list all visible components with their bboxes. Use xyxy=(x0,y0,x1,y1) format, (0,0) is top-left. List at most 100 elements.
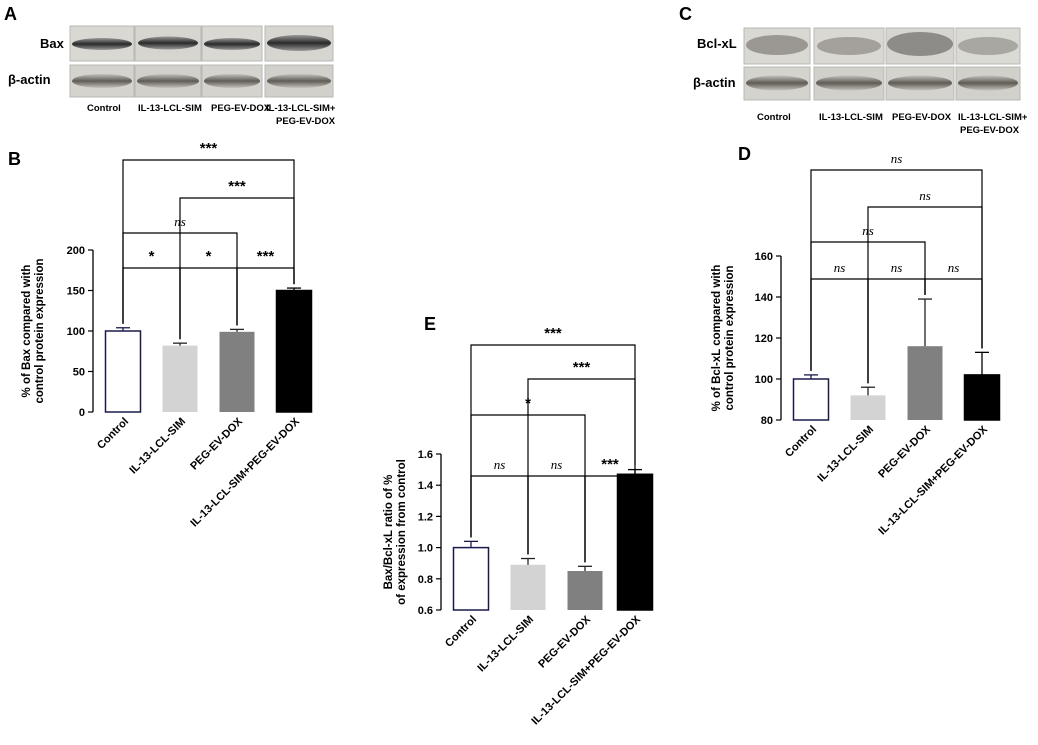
chart-d-bar xyxy=(792,378,830,421)
blot-a-bax-band-2 xyxy=(138,36,198,50)
chart-d-significance-label: ns xyxy=(948,260,960,275)
chart-b-significance-label: * xyxy=(206,248,212,265)
chart-b-y-tick-label: 50 xyxy=(73,367,85,379)
chart-d-y-tick-label: 100 xyxy=(755,374,773,386)
chart-e-y-axis-title: Bax/Bcl-xL ratio of %of expression from … xyxy=(383,459,408,605)
chart-d-significance-label: ns xyxy=(891,260,903,275)
blot-c-bclxl-band-3 xyxy=(887,32,953,56)
chart-b-y-tick-label: 200 xyxy=(67,245,85,257)
chart-b-y-tick-label: 0 xyxy=(79,407,85,419)
blot-a-lane-label-4a: IL-13-LCL-SIM+ xyxy=(266,103,336,114)
chart-d-category-label: IL-13-LCL-SIM xyxy=(815,424,876,485)
blot-c-bclxl-band-1 xyxy=(746,35,808,55)
panel-a-blot: A Bax β-actin Control IL-13-LCL-SIM PEG-… xyxy=(4,4,336,127)
chart-e-significance-label: ns xyxy=(494,457,506,472)
chart-b-bar xyxy=(104,330,142,413)
blot-a-lane-label-4b: PEG-EV-DOX xyxy=(276,116,336,127)
blot-a-bax-band-1 xyxy=(72,38,132,50)
blot-c-lane-label-4a: IL-13-LCL-SIM+ xyxy=(958,112,1028,123)
chart-d-panel-letter: D xyxy=(738,144,751,164)
chart-d-category-label: PEG-EV-DOX xyxy=(876,423,933,480)
chart-e: E 0.6 0.8 1.0 1.2 1.4 1.6 Bax/Bcl-xL ratio of %… xyxy=(383,314,654,727)
blot-c-row-label-actin: β-actin xyxy=(693,75,736,90)
chart-d: D 80 100 120 140 160 % of Bcl-xL compared with… xyxy=(711,144,1001,537)
chart-b-category-label: PEG-EV-DOX xyxy=(188,415,245,472)
chart-e-y-tick-label: 1.2 xyxy=(418,511,433,523)
chart-e-category-label: IL-13-LCL-SIM xyxy=(475,614,536,675)
blot-a-row-label-actin: β-actin xyxy=(8,72,51,87)
blot-c-row-label-bclxl: Bcl-xL xyxy=(697,36,737,51)
chart-d-bar xyxy=(963,374,1001,421)
chart-d-y-tick-label: 120 xyxy=(755,333,773,345)
chart-d-significance-label: ns xyxy=(891,151,903,166)
chart-d-significance-label: ns xyxy=(834,260,846,275)
chart-d-y-axis-title: % of Bcl-xL compared withcontrol protein… xyxy=(711,265,736,412)
chart-e-significance-label: *** xyxy=(601,456,619,473)
blot-c-lane-label-2: IL-13-LCL-SIM xyxy=(819,112,883,123)
chart-b-significance-label: * xyxy=(149,248,155,265)
blot-a-actin-band-3 xyxy=(204,74,260,88)
chart-e-y-axis-title-line: Bax/Bcl-xL ratio of % xyxy=(383,475,395,590)
chart-e-panel-letter: E xyxy=(424,314,436,334)
chart-b-significance-bracket xyxy=(122,267,181,340)
chart-e-significance-bracket xyxy=(470,344,636,538)
chart-b-bar xyxy=(219,331,255,412)
blot-c-lane-label-1: Control xyxy=(757,112,791,123)
chart-b-y-tick-label: 100 xyxy=(67,326,85,338)
chart-d-bar xyxy=(850,395,886,420)
panel-c-letter: C xyxy=(679,4,692,24)
blot-c-bclxl-band-2 xyxy=(817,37,881,55)
chart-b-y-tick-label: 150 xyxy=(67,286,85,298)
chart-b-y-axis-title-line: control protein expression xyxy=(34,258,46,403)
chart-b-panel-letter: B xyxy=(8,149,21,169)
chart-b-category-label: IL-13-LCL-SIM+PEG-EV-DOX xyxy=(188,415,302,529)
chart-d-y-tick-label: 160 xyxy=(755,251,773,263)
chart-e-y-tick-label: 1.0 xyxy=(418,543,433,555)
chart-e-significance-bracket xyxy=(527,475,586,563)
blot-a-lane-label-1: Control xyxy=(87,103,121,114)
chart-b: B 0 50 100 150 200 % of Bax compared withcontr… xyxy=(8,140,313,529)
chart-e-y-tick-label: 1.4 xyxy=(418,480,434,492)
chart-b-significance-bracket xyxy=(122,159,295,324)
chart-b-bar xyxy=(275,289,313,413)
chart-e-significance-label: *** xyxy=(544,325,562,342)
blot-c-actin-band-1 xyxy=(746,75,808,91)
blot-a-bax-band-4 xyxy=(267,35,331,51)
chart-d-bar xyxy=(907,346,943,420)
blot-c-actin-band-4 xyxy=(958,75,1018,91)
chart-b-y-axis-title: % of Bax compared withcontrol protein ex… xyxy=(21,258,46,403)
chart-e-significance-label: *** xyxy=(573,359,591,376)
blot-c-lane-label-3: PEG-EV-DOX xyxy=(892,112,952,123)
chart-e-significance-label: ns xyxy=(551,457,563,472)
blot-c-bclxl-band-4 xyxy=(958,37,1018,55)
blot-c-actin-band-2 xyxy=(816,75,882,91)
blot-a-lane-label-3: PEG-EV-DOX xyxy=(211,103,271,114)
chart-e-bar xyxy=(510,564,546,610)
blot-a-bax-band-3 xyxy=(204,38,260,50)
chart-b-significance-label: *** xyxy=(228,178,246,195)
chart-b-significance-label: *** xyxy=(200,140,218,157)
chart-d-category-label: Control xyxy=(783,424,819,460)
chart-b-y-axis-title-line: % of Bax compared with xyxy=(21,265,33,398)
blot-c-lane-label-4b: PEG-EV-DOX xyxy=(960,125,1020,136)
chart-e-significance-bracket xyxy=(470,475,529,555)
blot-a-actin-band-4 xyxy=(267,74,331,88)
chart-d-significance-bracket xyxy=(810,169,983,371)
chart-d-significance-label: ns xyxy=(919,188,931,203)
chart-d-y-axis-title-line: control protein expression xyxy=(724,265,736,410)
chart-b-bar xyxy=(162,345,198,412)
chart-b-significance-label: *** xyxy=(257,248,275,265)
chart-e-y-tick-label: 0.8 xyxy=(418,574,433,586)
chart-d-y-tick-label: 140 xyxy=(755,292,773,304)
chart-d-significance-bracket xyxy=(924,278,983,349)
chart-e-category-label: IL-13-LCL-SIM+PEG-EV-DOX xyxy=(529,613,643,727)
chart-d-category-label: IL-13-LCL-SIM+PEG-EV-DOX xyxy=(876,423,990,537)
chart-d-significance-bracket xyxy=(810,278,869,384)
chart-e-bar xyxy=(452,546,490,611)
chart-e-bar xyxy=(616,473,654,611)
chart-d-y-axis-title-line: % of Bcl-xL compared with xyxy=(711,265,723,412)
panel-a-letter: A xyxy=(4,4,17,24)
chart-b-category-label: Control xyxy=(95,416,131,452)
chart-d-y-tick-label: 80 xyxy=(761,415,773,427)
